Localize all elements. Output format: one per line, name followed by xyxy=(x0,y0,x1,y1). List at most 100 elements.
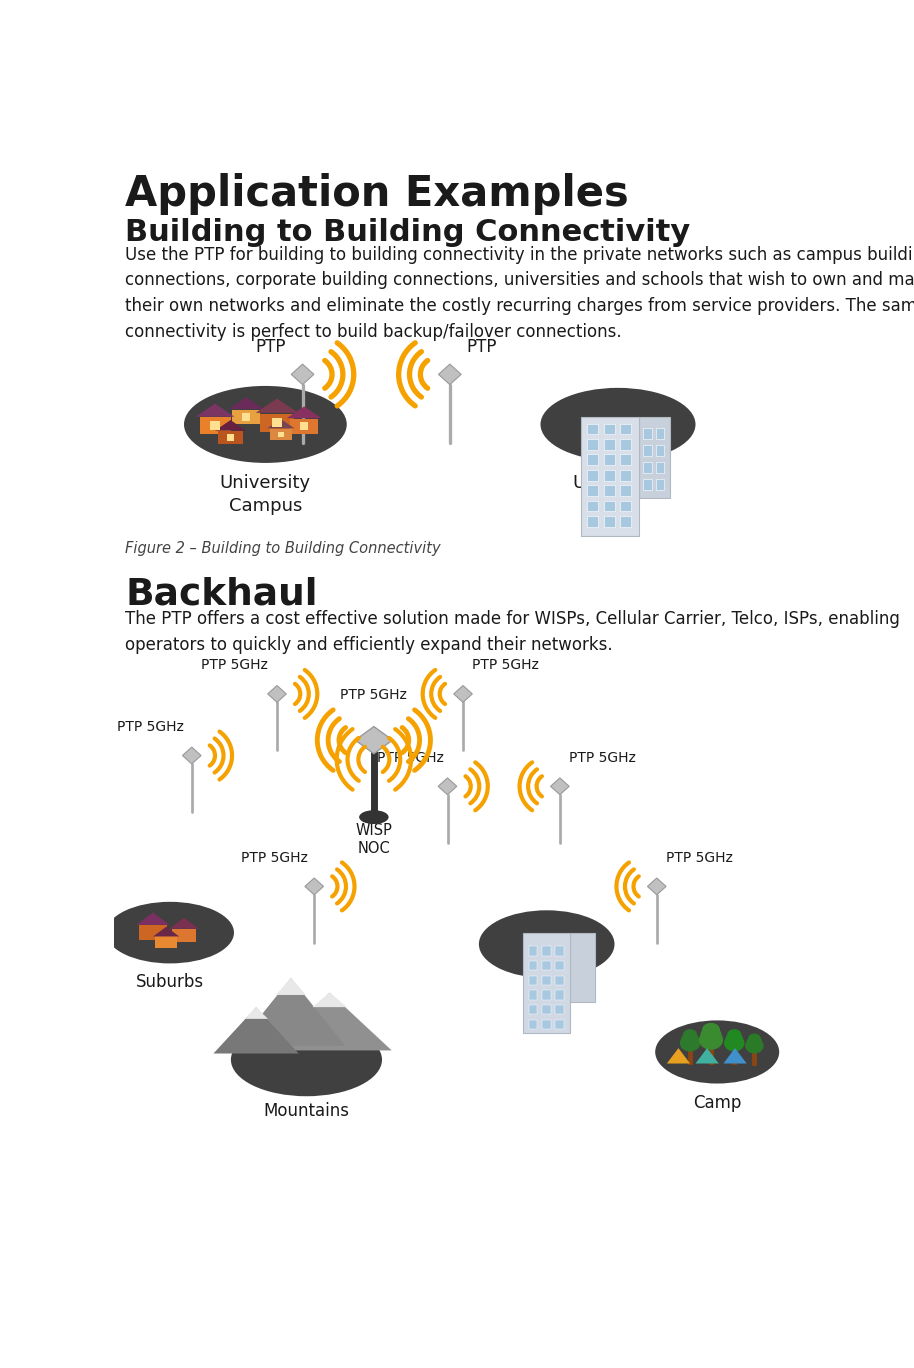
Bar xyxy=(588,439,599,450)
Polygon shape xyxy=(439,364,462,384)
Bar xyxy=(588,424,599,435)
Bar xyxy=(603,439,614,450)
Text: Backhaul: Backhaul xyxy=(125,577,317,613)
Text: Building to Building Connectivity: Building to Building Connectivity xyxy=(125,218,690,248)
Ellipse shape xyxy=(184,386,346,462)
Bar xyxy=(529,947,537,956)
Polygon shape xyxy=(244,1007,268,1019)
Bar xyxy=(278,431,284,438)
Bar xyxy=(639,417,670,498)
Ellipse shape xyxy=(728,1029,741,1040)
Text: Suburbs: Suburbs xyxy=(136,973,204,990)
Text: PTP 5GHz: PTP 5GHz xyxy=(340,688,408,702)
Polygon shape xyxy=(199,417,230,434)
Ellipse shape xyxy=(724,1034,745,1052)
Polygon shape xyxy=(228,397,263,409)
Bar xyxy=(524,933,570,1033)
Text: Use the PTP for building to building connectivity in the private networks such a: Use the PTP for building to building con… xyxy=(125,246,914,341)
Polygon shape xyxy=(196,404,234,417)
Bar xyxy=(643,479,652,490)
Bar xyxy=(643,445,652,456)
Text: City: City xyxy=(530,989,563,1007)
Bar xyxy=(643,462,652,473)
Polygon shape xyxy=(550,778,569,795)
Polygon shape xyxy=(218,431,243,445)
Bar xyxy=(529,962,537,970)
Bar xyxy=(620,516,631,527)
Polygon shape xyxy=(723,1048,747,1063)
Ellipse shape xyxy=(749,1033,760,1042)
Polygon shape xyxy=(267,419,294,428)
Bar xyxy=(555,962,564,970)
Bar xyxy=(620,501,631,512)
Text: PTP 5GHz: PTP 5GHz xyxy=(201,658,268,672)
Bar xyxy=(655,445,664,456)
Polygon shape xyxy=(155,937,177,948)
Polygon shape xyxy=(313,993,347,1007)
Bar xyxy=(603,469,614,480)
Polygon shape xyxy=(139,925,167,940)
Bar xyxy=(542,1019,550,1029)
Polygon shape xyxy=(215,420,246,431)
Ellipse shape xyxy=(680,1034,700,1052)
Bar xyxy=(555,975,564,985)
Polygon shape xyxy=(260,413,294,431)
Bar xyxy=(655,462,664,473)
Bar xyxy=(588,516,599,527)
Polygon shape xyxy=(256,398,298,413)
Ellipse shape xyxy=(540,389,696,461)
Polygon shape xyxy=(237,978,345,1045)
Ellipse shape xyxy=(106,902,234,963)
Text: Mountains: Mountains xyxy=(263,1103,349,1120)
Bar xyxy=(529,975,537,985)
Bar xyxy=(570,933,595,1001)
Polygon shape xyxy=(232,409,260,424)
Polygon shape xyxy=(270,428,292,440)
Polygon shape xyxy=(276,978,306,995)
Bar xyxy=(620,469,631,480)
Bar xyxy=(620,454,631,465)
Bar xyxy=(581,417,639,536)
Ellipse shape xyxy=(359,810,388,824)
Bar xyxy=(555,990,564,1000)
Polygon shape xyxy=(438,778,457,795)
Bar xyxy=(271,419,282,427)
Bar xyxy=(242,413,250,421)
Text: PTP: PTP xyxy=(255,338,285,357)
Polygon shape xyxy=(696,1048,718,1063)
Bar xyxy=(542,962,550,970)
Text: University: University xyxy=(572,475,664,492)
Bar xyxy=(542,947,550,956)
Ellipse shape xyxy=(747,1036,762,1048)
Bar xyxy=(620,486,631,497)
Bar xyxy=(603,454,614,465)
Text: PTP 5GHz: PTP 5GHz xyxy=(666,851,733,865)
Ellipse shape xyxy=(700,1026,721,1044)
Bar xyxy=(620,424,631,435)
Text: PTP 5GHz: PTP 5GHz xyxy=(117,720,184,735)
Bar xyxy=(588,469,599,480)
Text: PTP: PTP xyxy=(467,338,497,357)
Bar xyxy=(603,501,614,512)
Bar xyxy=(655,479,664,490)
Ellipse shape xyxy=(683,1029,697,1040)
Bar xyxy=(210,421,219,430)
Bar xyxy=(588,486,599,497)
Text: Camp: Camp xyxy=(693,1094,741,1112)
Bar xyxy=(620,439,631,450)
Text: The PTP offers a cost effective solution made for WISPs, Cellular Carrier, Telco: The PTP offers a cost effective solution… xyxy=(125,610,900,654)
Bar xyxy=(227,434,234,440)
Polygon shape xyxy=(453,685,473,702)
Bar xyxy=(542,1005,550,1014)
Bar xyxy=(655,428,664,439)
Bar xyxy=(643,428,652,439)
Text: WISP
NOC: WISP NOC xyxy=(356,824,392,855)
Bar xyxy=(555,947,564,956)
Bar xyxy=(529,990,537,1000)
Polygon shape xyxy=(214,1007,299,1053)
Ellipse shape xyxy=(231,1023,382,1096)
Polygon shape xyxy=(268,685,286,702)
Bar xyxy=(529,1005,537,1014)
Ellipse shape xyxy=(682,1031,699,1045)
Bar xyxy=(555,1005,564,1014)
